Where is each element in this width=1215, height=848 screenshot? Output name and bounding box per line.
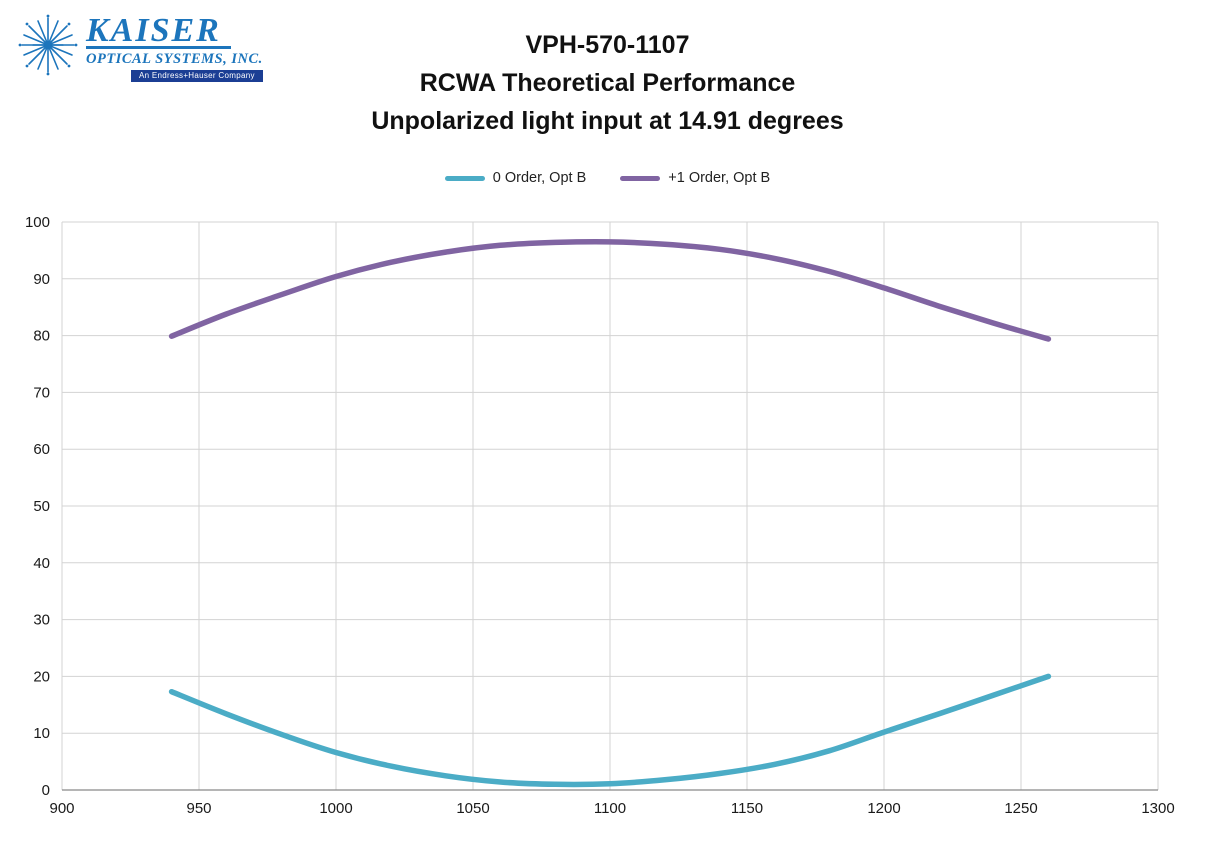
chart-subtitle-2: Unpolarized light input at 14.91 degrees — [371, 107, 844, 135]
legend-item-plus1-order: +1 Order, Opt B — [620, 170, 770, 186]
logo-subtitle: OPTICAL SYSTEMS, INC. — [86, 51, 263, 67]
legend-swatch-plus1-order — [620, 175, 661, 181]
y-tick-label: 80 — [33, 328, 50, 345]
legend-item-0-order: 0 Order, Opt B — [444, 170, 587, 186]
y-tick-label: 10 — [33, 725, 50, 742]
y-tick-label: 30 — [33, 612, 50, 629]
x-tick-label: 1000 — [319, 800, 352, 817]
x-tick-label: 1250 — [1004, 800, 1037, 817]
x-tick-label: 950 — [186, 800, 211, 817]
chart-area: 900 950 1000 1050 1100 1150 1200 1250 1300 0 10 20 3… — [0, 205, 1215, 830]
y-tick-label: 100 — [25, 214, 50, 231]
y-tick-label: 60 — [33, 441, 50, 458]
y-tick-label: 50 — [33, 498, 50, 515]
legend-swatch-0-order — [444, 175, 485, 181]
x-tick-label: 1200 — [867, 800, 900, 817]
kaiser-logo: KAISER OPTICAL SYSTEMS, INC. An Endress+… — [16, 12, 263, 82]
y-tick-label: 20 — [33, 668, 50, 685]
y-tick-label: 90 — [33, 271, 50, 288]
chart-title: VPH-570-1107 — [525, 31, 690, 59]
x-tick-label: 900 — [49, 800, 74, 817]
performance-line-chart: 900 950 1000 1050 1100 1150 1200 1250 1300 0 10 20 3… — [25, 214, 1175, 817]
legend-label-plus1-order: +1 Order, Opt B — [668, 170, 771, 186]
starburst-icon — [18, 14, 78, 76]
x-tick-label: 1100 — [594, 800, 626, 817]
y-tick-label: 40 — [33, 555, 50, 572]
chart-subtitle: RCWA Theoretical Performance — [419, 69, 796, 97]
legend-label-0-order: 0 Order, Opt B — [492, 170, 587, 186]
series-line-1 — [168, 239, 1052, 342]
x-tick-label: 1300 — [1141, 800, 1174, 817]
y-tick-label: 70 — [33, 384, 50, 401]
logo-text: KAISER OPTICAL SYSTEMS, INC. An Endress+… — [86, 12, 263, 82]
series-line-0 — [168, 673, 1052, 788]
x-tick-label: 1050 — [456, 800, 489, 817]
chart-title-block: VPH-570-1107 RCWA Theoretical Performanc… — [0, 26, 1215, 140]
chart-legend: 0 Order, Opt B +1 Order, Opt B — [0, 170, 1215, 186]
logo-tagline: An Endress+Hauser Company — [130, 70, 263, 82]
y-tick-label: 0 — [42, 782, 50, 799]
logo-name: KAISER — [86, 14, 231, 49]
x-tick-label: 1150 — [731, 800, 763, 817]
